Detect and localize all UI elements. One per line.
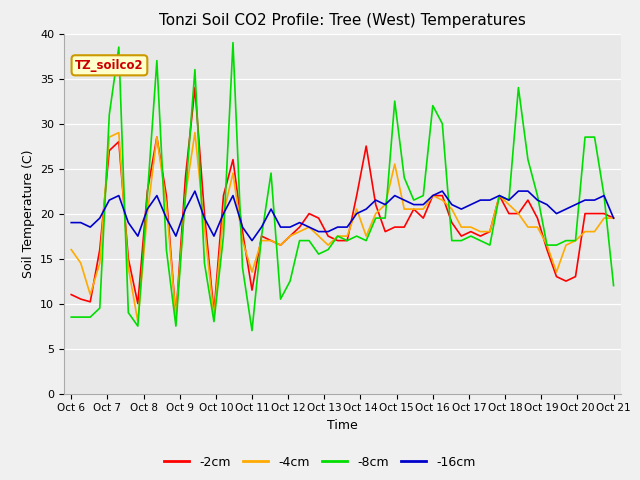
X-axis label: Time: Time: [327, 419, 358, 432]
Text: TZ_soilco2: TZ_soilco2: [75, 59, 144, 72]
Title: Tonzi Soil CO2 Profile: Tree (West) Temperatures: Tonzi Soil CO2 Profile: Tree (West) Temp…: [159, 13, 526, 28]
Legend: -2cm, -4cm, -8cm, -16cm: -2cm, -4cm, -8cm, -16cm: [159, 451, 481, 474]
Y-axis label: Soil Temperature (C): Soil Temperature (C): [22, 149, 35, 278]
